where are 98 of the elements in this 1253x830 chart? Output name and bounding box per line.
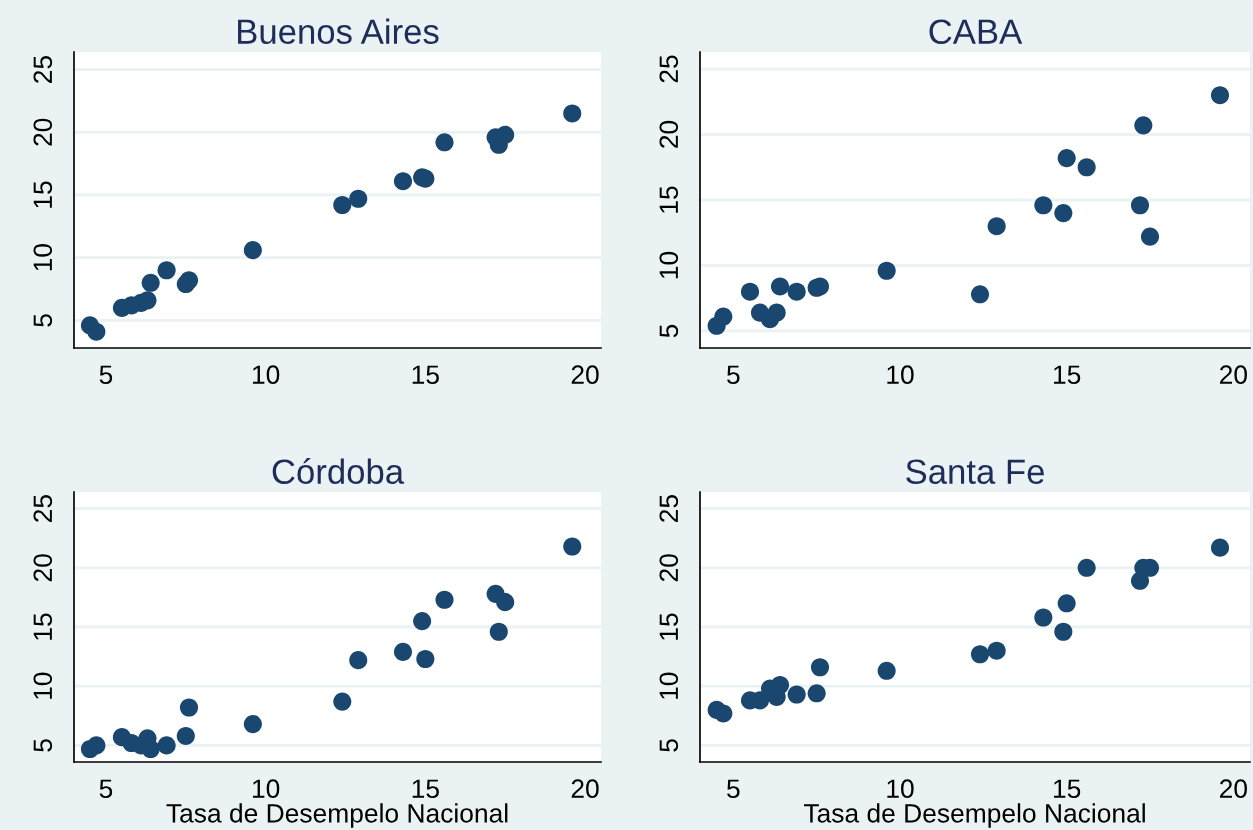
point xyxy=(1134,116,1153,135)
x-tick-label: 20 xyxy=(571,365,599,385)
y-tick-label: 10 xyxy=(33,672,53,699)
point xyxy=(1054,622,1073,641)
chart-title: Buenos Aires xyxy=(238,18,439,45)
y-tick-label: 15 xyxy=(659,613,679,640)
point xyxy=(787,685,806,704)
chart-title: Santa Fe xyxy=(906,459,1044,485)
y-tick-label: 20 xyxy=(659,120,679,148)
point xyxy=(767,303,786,322)
point xyxy=(807,684,826,703)
y-tick-label: 15 xyxy=(33,181,53,208)
x-tick-label: 5 xyxy=(99,779,113,799)
y-tick-label: 5 xyxy=(659,739,679,752)
x-tick-label: 20 xyxy=(571,779,599,799)
point xyxy=(970,285,990,304)
x-tick-label: 10 xyxy=(887,365,914,385)
point xyxy=(787,282,806,301)
point xyxy=(877,261,896,280)
y-tick-label: 25 xyxy=(659,55,679,83)
chart-title: Córdoba xyxy=(272,458,405,485)
x-tick-label: 20 xyxy=(1219,779,1247,799)
point xyxy=(987,217,1006,236)
point xyxy=(1210,538,1230,557)
x-axis-title: Tasa de Desempelo Nacional xyxy=(803,803,1145,828)
point xyxy=(1057,594,1076,613)
point xyxy=(157,261,176,280)
y-tick-label: 5 xyxy=(33,314,53,327)
point xyxy=(1057,149,1076,168)
point xyxy=(333,195,352,215)
point xyxy=(496,593,515,612)
x-tick-label: 15 xyxy=(412,365,439,385)
point xyxy=(714,307,733,326)
x-tick-label: 15 xyxy=(412,779,439,799)
point xyxy=(413,612,432,631)
point xyxy=(489,622,508,641)
y-tick-label: 5 xyxy=(659,324,679,338)
point xyxy=(1034,196,1053,215)
point xyxy=(810,277,830,296)
point xyxy=(435,133,454,152)
point xyxy=(87,736,106,755)
point xyxy=(1034,608,1053,627)
x-tick-label: 5 xyxy=(727,779,740,799)
x-tick-label: 10 xyxy=(252,779,280,799)
point xyxy=(141,273,160,292)
point xyxy=(435,590,454,609)
y-tick-label: 20 xyxy=(33,554,53,582)
point xyxy=(810,658,830,677)
point xyxy=(176,726,195,745)
point xyxy=(243,715,262,734)
point xyxy=(740,282,760,301)
point xyxy=(770,277,790,296)
point xyxy=(87,322,106,341)
x-tick-label: 10 xyxy=(887,779,914,799)
x-tick-label: 5 xyxy=(99,365,113,385)
point xyxy=(141,739,160,759)
point xyxy=(333,692,352,711)
y-tick-label: 25 xyxy=(659,495,679,522)
point xyxy=(877,661,896,680)
point xyxy=(1077,158,1096,177)
point xyxy=(349,651,368,670)
x-tick-label: 20 xyxy=(1219,365,1247,385)
point xyxy=(1130,196,1150,215)
x-tick-label: 15 xyxy=(1054,779,1081,799)
x-tick-label: 10 xyxy=(252,365,280,385)
point xyxy=(179,271,199,290)
point xyxy=(563,537,582,556)
point xyxy=(157,736,176,755)
y-tick-label: 10 xyxy=(659,251,679,279)
point xyxy=(987,641,1006,660)
point xyxy=(1210,86,1230,105)
point xyxy=(496,125,515,144)
point xyxy=(243,241,262,260)
x-tick-label: 5 xyxy=(727,365,740,385)
point xyxy=(770,675,790,695)
y-tick-label: 10 xyxy=(33,244,53,271)
point xyxy=(349,189,368,208)
y-tick-label: 20 xyxy=(33,118,53,146)
point xyxy=(1054,204,1073,223)
y-tick-label: 10 xyxy=(659,672,679,699)
point xyxy=(714,704,733,723)
y-tick-label: 25 xyxy=(33,55,53,83)
point xyxy=(563,104,582,123)
point xyxy=(1140,227,1160,246)
point xyxy=(393,172,413,191)
x-tick-label: 15 xyxy=(1054,365,1081,385)
point xyxy=(970,645,990,664)
y-tick-label: 15 xyxy=(659,186,679,213)
point xyxy=(393,642,413,661)
point xyxy=(1077,558,1096,577)
point xyxy=(416,649,435,669)
point xyxy=(179,698,199,717)
y-tick-label: 15 xyxy=(33,613,53,640)
y-tick-label: 25 xyxy=(33,495,53,522)
chart-title: CABA xyxy=(929,19,1023,45)
y-tick-label: 20 xyxy=(659,554,679,582)
y-tick-label: 5 xyxy=(33,739,53,752)
x-axis-title: Tasa de Desempelo Nacional xyxy=(166,803,508,828)
